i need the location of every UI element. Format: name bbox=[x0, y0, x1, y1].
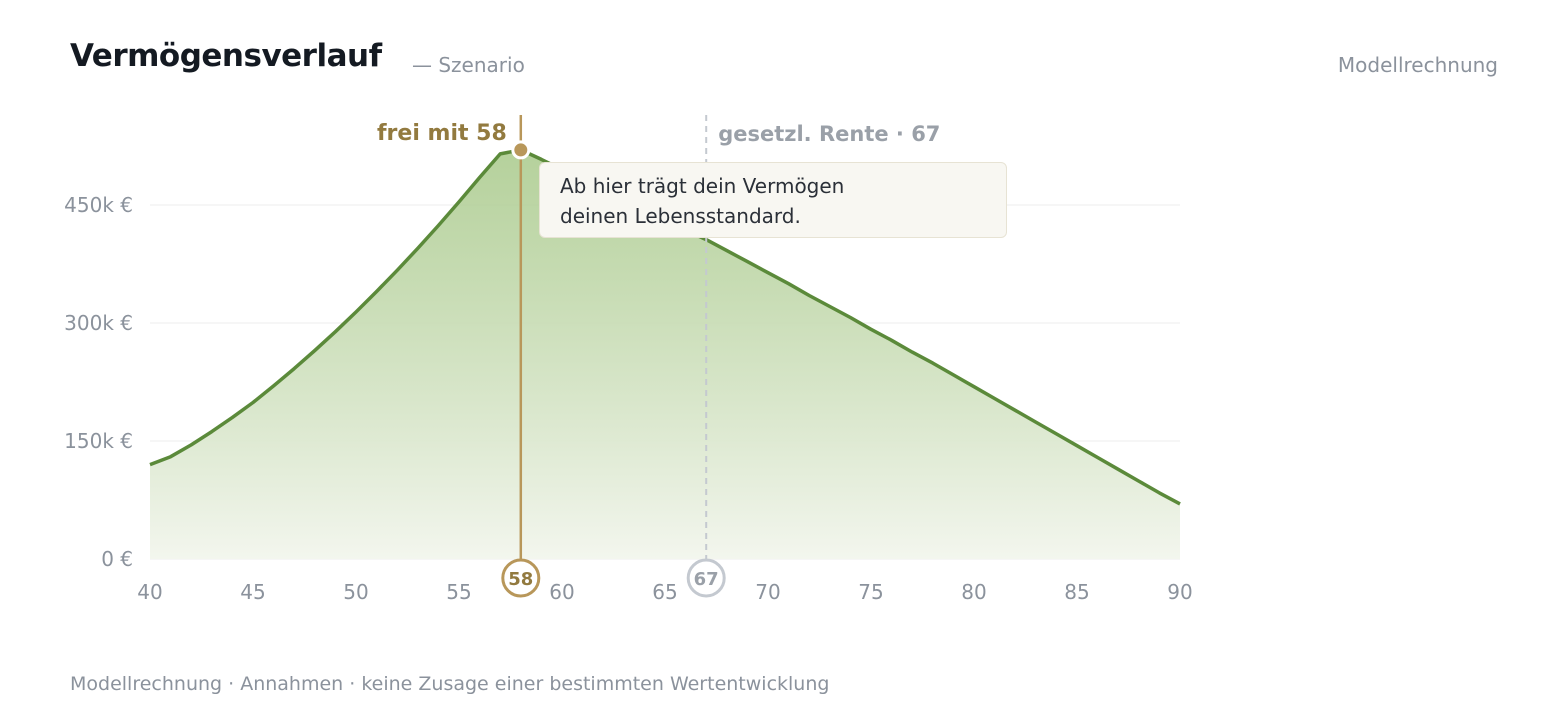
tooltip-line-2: deinen Lebensstandard. bbox=[560, 204, 801, 228]
x-tick-label: 70 bbox=[755, 580, 780, 604]
wealth-area-chart: frei mit 58 58 gesetzl. Rente · 67 67 0 € 15… bbox=[64, 115, 1193, 604]
rente-marker-label: gesetzl. Rente · 67 bbox=[718, 122, 940, 146]
axis-layer: 0 € 150k € 300k € 450k € 40 45 50 55 60 65 70 75 80 8… bbox=[64, 193, 1193, 604]
rente-age-badge bbox=[686, 558, 726, 598]
y-tick-label: 150k € bbox=[64, 429, 133, 453]
footer-note: Modellrechnung · Annahmen · keine Zusage… bbox=[70, 673, 830, 695]
fi-marker-label: frei mit 58 bbox=[377, 121, 507, 146]
x-tick-label: 55 bbox=[446, 580, 471, 604]
fi-age-badge-label: 58 bbox=[508, 569, 533, 590]
fi-peak-dot bbox=[511, 140, 531, 160]
x-tick-label: 60 bbox=[549, 580, 574, 604]
x-tick-label: 50 bbox=[343, 580, 368, 604]
chart-title: Vermögensverlauf bbox=[70, 38, 382, 74]
x-tick-label: 90 bbox=[1167, 580, 1192, 604]
x-tick-label: 85 bbox=[1064, 580, 1089, 604]
x-tick-label: 80 bbox=[961, 580, 986, 604]
x-tick-label: 75 bbox=[858, 580, 883, 604]
tooltip-line-1: Ab hier trägt dein Vermögen bbox=[560, 174, 845, 198]
model-badge: Modellrechnung bbox=[1337, 53, 1498, 77]
x-tick-label: 45 bbox=[240, 580, 265, 604]
y-tick-label: 0 € bbox=[101, 547, 133, 571]
rente-age-badge-label: 67 bbox=[694, 569, 719, 590]
marker-layer: frei mit 58 58 gesetzl. Rente · 67 67 bbox=[377, 115, 940, 598]
fi-age-badge bbox=[501, 558, 541, 598]
x-tick-label: 65 bbox=[652, 580, 677, 604]
fi-tooltip: Ab hier trägt dein Vermögen deinen Leben… bbox=[539, 162, 1007, 238]
chart-subtitle: — Szenario bbox=[412, 53, 525, 77]
y-tick-label: 300k € bbox=[64, 311, 133, 335]
y-tick-label: 450k € bbox=[64, 193, 133, 217]
wealth-area bbox=[150, 149, 1180, 559]
x-tick-label: 40 bbox=[137, 580, 162, 604]
